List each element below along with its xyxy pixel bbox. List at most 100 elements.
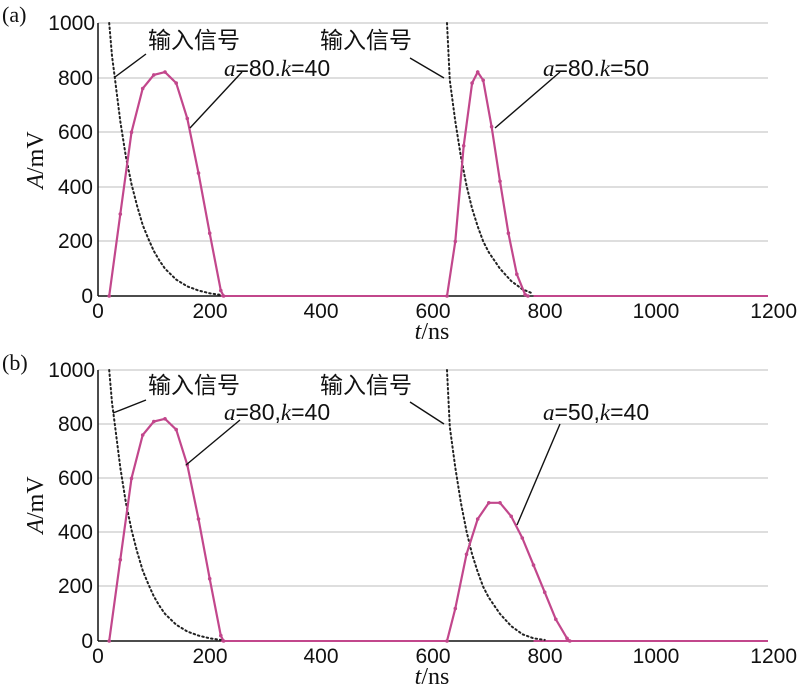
panel-a-x-label-unit: /ns <box>421 319 449 345</box>
panel-a-param-2-a: a <box>543 56 555 81</box>
panel-b-series-point <box>107 639 111 643</box>
panel-a-series-point <box>221 294 226 298</box>
panel-b-y-tick: 600 <box>58 467 93 490</box>
panel-b-param-2-kval: =40 <box>610 399 649 425</box>
panel-a-series-point <box>526 294 530 298</box>
panel-b-x-label-unit: /ns <box>421 664 449 690</box>
panel-a-y-tick: 200 <box>58 230 93 253</box>
panel-b-y-tick: 0 <box>81 630 93 653</box>
panel-a-leader-eq-1 <box>189 71 243 129</box>
panel-a-series-point <box>489 124 494 129</box>
panel-a-y-label-unit: /mV <box>23 131 49 174</box>
panel-a-leader-input-2 <box>409 57 445 79</box>
panel-b-leader-eq-2 <box>516 423 561 526</box>
panel-b-param-1-aval: =80, <box>236 399 281 425</box>
panel-b-leader-input-2 <box>409 401 445 425</box>
panel-a-leader-input-1 <box>114 53 147 78</box>
panel-a-param-1-k: k <box>281 56 292 81</box>
panel-b-x-tick: 1000 <box>633 645 680 668</box>
panel-a-series-point <box>506 231 511 235</box>
panel-b-grid <box>98 369 768 587</box>
panel-a-series-point <box>523 292 527 297</box>
panel-a-series-line <box>445 69 529 297</box>
panel-a-y-tick: 800 <box>58 67 93 90</box>
panel-a-series-line <box>108 22 222 296</box>
panel-a-label: (a) <box>2 2 26 27</box>
panel-a-series-point <box>163 70 167 74</box>
panel-b-param-label-1: a=80,k=40 <box>224 399 330 425</box>
panel-b-y-tick: 800 <box>58 413 93 436</box>
panel-b-x-tick: 0 <box>92 645 104 668</box>
panel-a-input-signal-label-2: 输入信号 <box>320 28 412 54</box>
panel-a-series-point <box>475 70 480 74</box>
panel-a-x-label: t/ns <box>415 319 450 345</box>
panel-a-series-line <box>446 22 535 295</box>
panel-b-param-2-a: a <box>543 400 555 425</box>
panel-a-param-2-aval: =80. <box>555 55 600 81</box>
panel-a-param-2-k: k <box>600 56 611 81</box>
panel-b-param-1-k: k <box>281 400 292 425</box>
panel-b-series-point <box>163 417 167 421</box>
panel-b-series-point <box>152 419 156 424</box>
panel-a-x-tick: 400 <box>303 300 338 323</box>
panel-a-param-label-2: a=80.k=50 <box>543 55 649 81</box>
panel-b-y-tick: 1000 <box>48 359 95 382</box>
panel-a-grid <box>98 22 768 242</box>
panel-b-x-label-var: t <box>415 664 423 690</box>
panel-b-series-point <box>487 501 491 505</box>
panel-b-y-label: A/mV <box>23 476 49 536</box>
panel-b-series-point <box>221 639 226 643</box>
panel-b-x-label: t/ns <box>415 664 450 690</box>
panel-a-x-tick: 200 <box>192 300 227 323</box>
panel-b-series-point <box>568 639 572 643</box>
panel-b-series-point <box>196 517 201 521</box>
panel-a-leader-eq-2 <box>494 71 561 129</box>
panel-a-series-point <box>118 212 123 216</box>
panel-b-series-point <box>207 576 212 581</box>
panel-b-x-tick: 600 <box>415 645 450 668</box>
panel-b-series-point <box>475 517 480 521</box>
panel-a-x-label-var: t <box>415 319 423 345</box>
panel-b-x-ticks: 0 200 400 600 800 1000 1200 <box>92 645 797 668</box>
panel-a-input-signal-label-1: 输入信号 <box>148 28 240 54</box>
panel-a-y-tick: 0 <box>81 285 93 308</box>
panel-b-y-tick: 200 <box>58 575 93 598</box>
panel-b-series-line <box>108 417 225 642</box>
panel-a-series-point <box>107 294 111 298</box>
panel-a-param-label-1: a=80.k=40 <box>224 55 330 81</box>
panel-b-series-point <box>520 536 525 540</box>
panel-a-y-tick: 1000 <box>48 12 95 35</box>
panel-b-series-point <box>554 617 558 622</box>
panel-b-param-label-2: a=50,k=40 <box>543 399 649 425</box>
panel-b-series-line <box>108 369 222 641</box>
panel-b-x-tick: 200 <box>192 645 227 668</box>
panel-b-series-point <box>174 427 178 432</box>
panel-a-series-point <box>515 272 519 277</box>
panel-b-leader-input-1 <box>112 399 147 414</box>
panel-a-param-2-kval: =50 <box>610 55 649 81</box>
panel-b: (b) 0 200 400 600 800 1000 0 200 400 600… <box>2 350 797 690</box>
panel-b-param-2-aval: =50, <box>555 399 600 425</box>
panel-a-param-1-kval: =40 <box>291 55 330 81</box>
panel-b-series-point <box>140 433 145 437</box>
panel-a-series-point <box>453 239 458 244</box>
panel-b-series-point <box>565 636 569 641</box>
panel-b-series-point <box>498 501 502 505</box>
panel-a-param-1-a: a <box>224 56 236 81</box>
panel-a-series-point <box>445 294 449 298</box>
panel-b-x-tick: 1200 <box>750 645 797 668</box>
panel-b-y-label-var: A <box>23 519 49 536</box>
panel-a-x-tick: 800 <box>527 300 562 323</box>
panel-a-param-1-aval: =80. <box>236 55 281 81</box>
panel-b-input-signal-label-2: 输入信号 <box>320 373 412 399</box>
panel-a: (a) 0 200 400 600 800 1000 0 200 400 600… <box>2 2 797 345</box>
panel-a-series-point <box>207 231 212 235</box>
panel-a-series-point <box>196 171 201 175</box>
panel-a-y-tick: 400 <box>58 176 93 199</box>
panel-b-y-label-unit: /mV <box>23 476 49 519</box>
panel-b-series <box>107 369 768 643</box>
panel-b-param-2-k: k <box>600 400 611 425</box>
panel-a-x-tick: 600 <box>415 300 450 323</box>
panel-a-series <box>107 22 768 298</box>
